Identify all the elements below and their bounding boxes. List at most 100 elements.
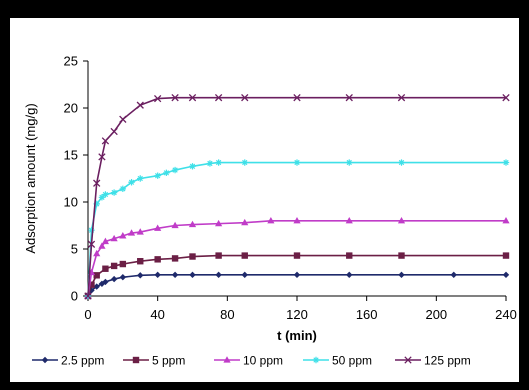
x-tick-label: 0 xyxy=(84,307,91,322)
data-point xyxy=(345,94,353,102)
data-point xyxy=(215,252,222,259)
data-point xyxy=(119,185,127,193)
data-point xyxy=(88,227,95,234)
data-point xyxy=(93,272,100,279)
legend-marker xyxy=(223,356,231,363)
data-point xyxy=(102,278,109,286)
data-point xyxy=(188,94,197,102)
data-point xyxy=(119,232,127,239)
data-point xyxy=(293,252,301,259)
data-point xyxy=(189,253,196,260)
data-point xyxy=(110,275,118,283)
data-point xyxy=(398,159,405,166)
data-point xyxy=(101,137,110,145)
data-point xyxy=(346,271,353,279)
chart-axes: 0 5 10 15 20 25 0 40 80 120 160 200 240 xyxy=(64,54,517,323)
data-point xyxy=(398,252,405,259)
data-point xyxy=(450,271,457,279)
data-point xyxy=(241,252,248,259)
data-point xyxy=(502,252,510,259)
data-point xyxy=(154,94,162,103)
data-point xyxy=(206,160,214,167)
data-point xyxy=(502,94,510,102)
data-point xyxy=(88,281,95,288)
data-point xyxy=(119,115,127,123)
series-5-ppm xyxy=(84,252,510,300)
data-point xyxy=(163,169,170,177)
y-tick-label: 25 xyxy=(64,54,78,69)
data-point xyxy=(119,274,127,281)
series-2-5-ppm xyxy=(84,271,510,300)
legend-marker xyxy=(312,356,320,364)
data-point xyxy=(137,175,144,182)
data-point xyxy=(171,166,179,174)
legend-label: 10 ppm xyxy=(243,354,283,368)
data-point xyxy=(171,94,179,102)
data-point xyxy=(188,220,197,228)
y-tick-label: 15 xyxy=(64,148,78,163)
y-tick-label: 5 xyxy=(71,242,78,257)
data-point xyxy=(93,249,101,257)
data-point xyxy=(93,200,100,208)
series-50-ppm xyxy=(84,159,510,300)
data-point xyxy=(98,153,106,161)
x-tick-label: 200 xyxy=(425,307,447,322)
data-point xyxy=(346,159,353,166)
data-point xyxy=(119,260,127,268)
data-point xyxy=(154,256,161,263)
data-point xyxy=(137,272,144,279)
legend-item: 5 ppm xyxy=(123,354,185,368)
data-point xyxy=(98,242,106,249)
data-point xyxy=(293,159,301,166)
data-point xyxy=(215,159,222,166)
data-point xyxy=(397,94,406,102)
data-point xyxy=(136,101,144,109)
data-point xyxy=(171,271,179,279)
data-point xyxy=(136,228,144,235)
data-point xyxy=(215,219,223,227)
data-point xyxy=(397,217,406,224)
data-point xyxy=(110,189,118,196)
data-point xyxy=(241,271,248,279)
data-point xyxy=(102,265,109,272)
data-point xyxy=(87,240,96,248)
y-axis-title: Adsorption amount (mg/g) xyxy=(23,103,38,253)
data-point xyxy=(110,127,118,136)
data-point xyxy=(189,271,196,279)
x-tick-label: 40 xyxy=(150,307,164,322)
x-tick-label: 80 xyxy=(220,307,234,322)
data-point xyxy=(102,191,109,198)
data-point xyxy=(98,194,106,201)
data-point xyxy=(241,94,249,102)
legend-item: 2.5 ppm xyxy=(32,354,104,368)
legend-label: 125 ppm xyxy=(424,354,471,368)
series-line xyxy=(87,254,506,297)
series-line xyxy=(87,96,506,297)
data-point xyxy=(93,179,101,187)
data-point xyxy=(398,271,405,279)
x-tick-label: 160 xyxy=(356,307,378,322)
data-point xyxy=(110,234,118,242)
data-point xyxy=(215,271,222,279)
series-125-ppm xyxy=(84,94,510,300)
data-point xyxy=(214,94,223,102)
data-point xyxy=(154,172,161,179)
data-point xyxy=(346,252,353,259)
data-point xyxy=(171,255,179,262)
data-point xyxy=(128,179,135,186)
data-point xyxy=(189,163,196,170)
data-point xyxy=(267,217,275,224)
data-point xyxy=(502,271,510,279)
data-point xyxy=(293,217,301,224)
data-point xyxy=(293,271,301,279)
data-point xyxy=(137,258,144,265)
data-point xyxy=(171,221,179,229)
data-point xyxy=(154,224,162,231)
y-tick-label: 10 xyxy=(64,195,78,210)
x-tick-label: 120 xyxy=(286,307,308,322)
data-point xyxy=(241,159,248,166)
data-point xyxy=(502,217,510,224)
legend-marker xyxy=(132,356,140,364)
data-point xyxy=(93,283,100,290)
y-tick-label: 0 xyxy=(71,289,78,304)
